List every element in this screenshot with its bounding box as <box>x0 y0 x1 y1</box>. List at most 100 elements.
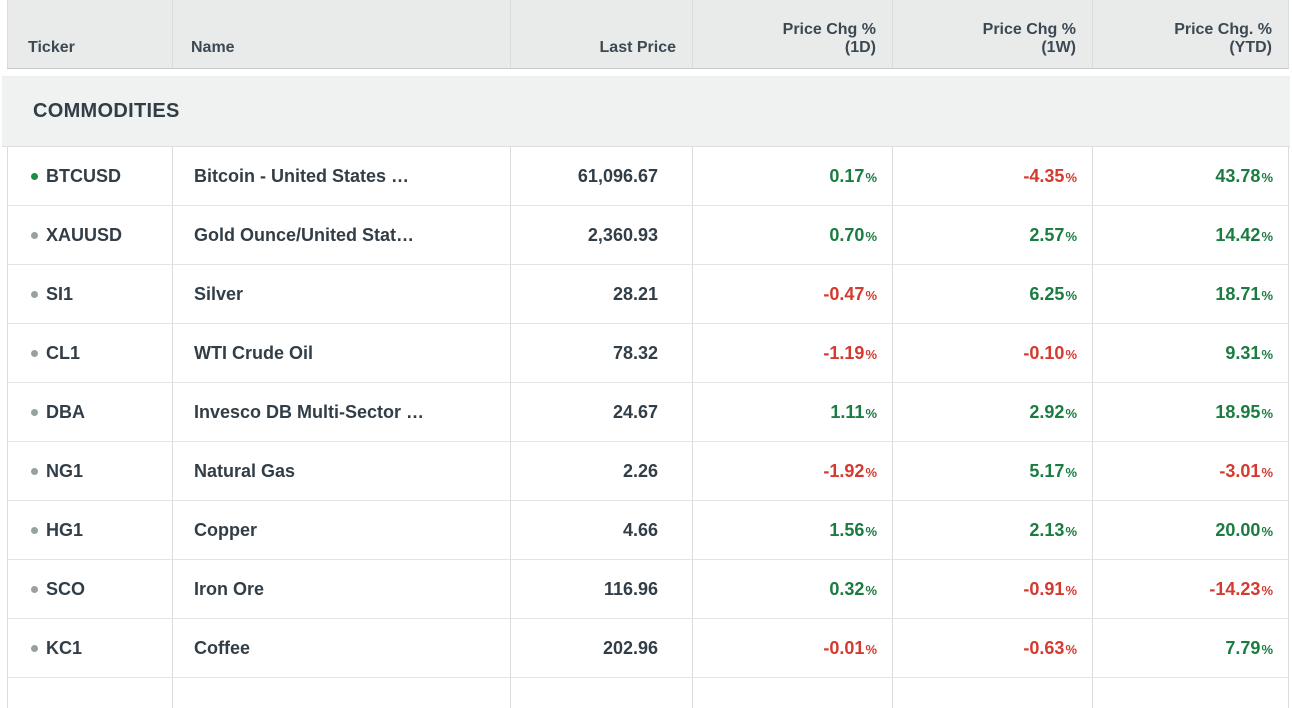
table-row: KC1 Coffee 202.96 -0.01% -0.63% 7.79% <box>7 619 1289 678</box>
name-cell[interactable]: Coffee <box>172 619 510 677</box>
percent-suffix: % <box>865 288 877 303</box>
status-dot-icon <box>31 349 38 357</box>
ticker-cell[interactable]: NG1 <box>7 442 172 500</box>
percent-suffix: % <box>865 170 877 185</box>
name-cell[interactable]: Silver <box>172 265 510 323</box>
ticker-label: DBA <box>46 402 85 422</box>
ticker-cell[interactable]: KC1 <box>7 619 172 677</box>
chg-value: 2.92 <box>1029 402 1065 422</box>
ticker-label: KC1 <box>46 638 83 658</box>
column-header-name[interactable]: Name <box>172 0 510 68</box>
price-chg-1w-cell: 5.17% <box>892 442 1092 500</box>
price-chg-1w-cell: -0.63% <box>892 619 1092 677</box>
column-header-label: Last Price <box>599 39 676 56</box>
last-price-cell: 116.96 <box>510 560 692 618</box>
last-price-value: 116.96 <box>603 579 658 599</box>
chg-value: 5.17 <box>1029 461 1065 481</box>
chg-value: 1.56 <box>829 520 865 540</box>
percent-suffix: % <box>1261 465 1273 480</box>
status-dot-icon <box>31 526 38 534</box>
name-cell[interactable]: Gold Ounce/United Stat… <box>172 206 510 264</box>
ticker-cell[interactable]: SCO <box>7 560 172 618</box>
percent-suffix: % <box>1065 583 1077 598</box>
ticker-cell[interactable]: BTCUSD <box>7 147 172 205</box>
section-header-commodities: COMMODITIES <box>2 76 1290 147</box>
price-chg-ytd-cell: 7.79% <box>1092 619 1288 677</box>
chg-value: 14.42 <box>1215 225 1261 245</box>
percent-suffix: % <box>1261 524 1273 539</box>
ticker-label: BTCUSD <box>46 166 121 186</box>
chg-value: -0.01 <box>823 638 865 658</box>
last-price-cell: 2,360.93 <box>510 206 692 264</box>
name-cell[interactable]: Iron Ore <box>172 560 510 618</box>
empty-cell <box>172 678 510 708</box>
percent-suffix: % <box>865 229 877 244</box>
ticker-cell[interactable]: SI1 <box>7 265 172 323</box>
price-chg-ytd-cell: -3.01% <box>1092 442 1288 500</box>
ticker-cell[interactable]: CL1 <box>7 324 172 382</box>
column-header-price-chg-1d[interactable]: Price Chg % (1D) <box>692 0 892 68</box>
name-label: Silver <box>194 284 244 304</box>
name-cell[interactable]: Bitcoin - United States … <box>172 147 510 205</box>
price-chg-1d-cell: 1.56% <box>692 501 892 559</box>
name-cell[interactable]: Copper <box>172 501 510 559</box>
price-chg-ytd-cell: 9.31% <box>1092 324 1288 382</box>
price-chg-1d-cell: 0.70% <box>692 206 892 264</box>
last-price-value: 78.32 <box>612 343 658 363</box>
chg-value: 6.25 <box>1029 284 1065 304</box>
percent-suffix: % <box>1261 406 1273 421</box>
ticker-cell[interactable]: HG1 <box>7 501 172 559</box>
percent-suffix: % <box>1065 465 1077 480</box>
percent-suffix: % <box>1261 347 1273 362</box>
header-body-gap <box>0 69 1292 76</box>
name-label: Iron Ore <box>194 579 265 599</box>
name-cell[interactable]: WTI Crude Oil <box>172 324 510 382</box>
last-price-value: 2.26 <box>622 461 658 481</box>
chg-value: 1.11 <box>830 402 865 422</box>
column-header-label-line1: Price Chg % <box>782 21 876 38</box>
chg-value: 20.00 <box>1215 520 1261 540</box>
status-dot-icon <box>31 172 38 180</box>
name-cell[interactable]: Invesco DB Multi-Sector … <box>172 383 510 441</box>
column-header-last-price[interactable]: Last Price <box>510 0 692 68</box>
ticker-label: SCO <box>46 579 86 599</box>
table-row: SCO Iron Ore 116.96 0.32% -0.91% -14.23% <box>7 560 1289 619</box>
table-row-partial <box>7 678 1289 708</box>
price-chg-1w-cell: 2.57% <box>892 206 1092 264</box>
ticker-cell[interactable]: XAUUSD <box>7 206 172 264</box>
percent-suffix: % <box>865 524 877 539</box>
column-header-price-chg-1w[interactable]: Price Chg % (1W) <box>892 0 1092 68</box>
last-price-cell: 24.67 <box>510 383 692 441</box>
ticker-label: SI1 <box>46 284 74 304</box>
name-label: Natural Gas <box>194 461 296 481</box>
last-price-cell: 202.96 <box>510 619 692 677</box>
percent-suffix: % <box>1065 288 1077 303</box>
price-chg-1d-cell: 0.17% <box>692 147 892 205</box>
percent-suffix: % <box>1261 229 1273 244</box>
price-chg-1w-cell: 2.13% <box>892 501 1092 559</box>
column-header-label: Name <box>191 39 235 56</box>
table-row: BTCUSD Bitcoin - United States … 61,096.… <box>7 147 1289 206</box>
price-chg-ytd-cell: 20.00% <box>1092 501 1288 559</box>
chg-value: -3.01 <box>1219 461 1261 481</box>
table-header-row: Ticker Name Last Price Price Chg % (1D) … <box>7 0 1289 69</box>
price-chg-1d-cell: -1.92% <box>692 442 892 500</box>
column-header-label-line1: Price Chg. % <box>1174 21 1272 38</box>
chg-value: 18.71 <box>1215 284 1261 304</box>
column-header-ticker[interactable]: Ticker <box>7 0 172 68</box>
chg-value: 9.31 <box>1225 343 1261 363</box>
percent-suffix: % <box>1065 170 1077 185</box>
chg-value: 43.78 <box>1215 166 1261 186</box>
percent-suffix: % <box>865 406 877 421</box>
percent-suffix: % <box>1065 406 1077 421</box>
name-cell[interactable]: Natural Gas <box>172 442 510 500</box>
percent-suffix: % <box>865 347 877 362</box>
column-header-price-chg-ytd[interactable]: Price Chg. % (YTD) <box>1092 0 1288 68</box>
last-price-cell: 61,096.67 <box>510 147 692 205</box>
price-chg-1d-cell: -0.47% <box>692 265 892 323</box>
status-dot-icon <box>31 644 38 652</box>
ticker-label: NG1 <box>46 461 84 481</box>
price-chg-1w-cell: 2.92% <box>892 383 1092 441</box>
ticker-cell[interactable]: DBA <box>7 383 172 441</box>
